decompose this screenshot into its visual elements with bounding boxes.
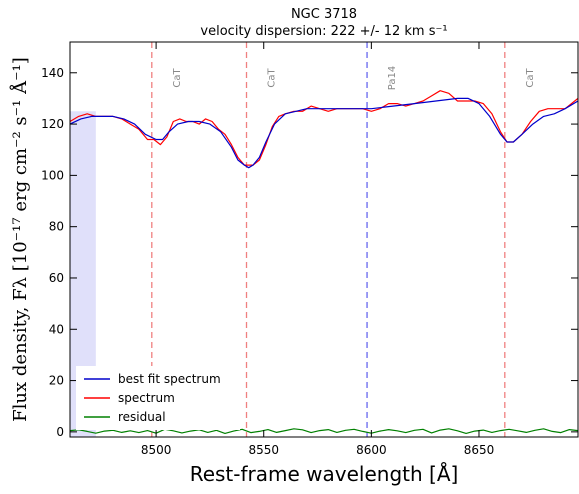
legend-label-1: spectrum [118,391,175,405]
legend-label-2: residual [118,410,166,424]
chart-title: NGC 3718 [291,7,357,22]
y-axis-label: Flux density, Fλ [10⁻¹⁷ erg cm⁻² s⁻¹ Å⁻¹… [9,57,31,422]
x-axis-label: Rest-frame wavelength [Å] [190,462,459,486]
y-tick-label-1: 20 [49,374,64,388]
x-tick-label-2: 8600 [356,443,387,457]
legend-label-0: best fit spectrum [118,372,221,386]
series-line-0 [69,97,579,169]
y-tick-label-6: 120 [41,117,64,131]
y-tick-label-4: 80 [49,220,64,234]
line-marker-label-1: CaT [267,67,278,87]
series-line-1 [69,90,579,166]
x-tick-label-1: 8550 [248,443,279,457]
y-tick-label-3: 60 [49,271,64,285]
y-tick-label-2: 40 [49,322,64,336]
line-marker-label-3: CaT [525,67,536,87]
chart-subtitle: velocity dispersion: 222 +/- 12 km s⁻¹ [200,24,447,39]
y-tick-label-5: 100 [41,168,64,182]
line-marker-label-2: Pa14 [387,66,398,90]
x-tick-label-0: 8500 [141,443,172,457]
y-tick-label-7: 140 [41,66,64,80]
legend: best fit spectrum spectrum residual [76,366,240,430]
plot-frame [69,41,579,438]
series-line-2 [69,428,579,434]
line-marker-label-0: CaT [172,67,183,87]
x-tick-label-3: 8650 [464,443,495,457]
y-tick-label-0: 0 [56,425,64,439]
